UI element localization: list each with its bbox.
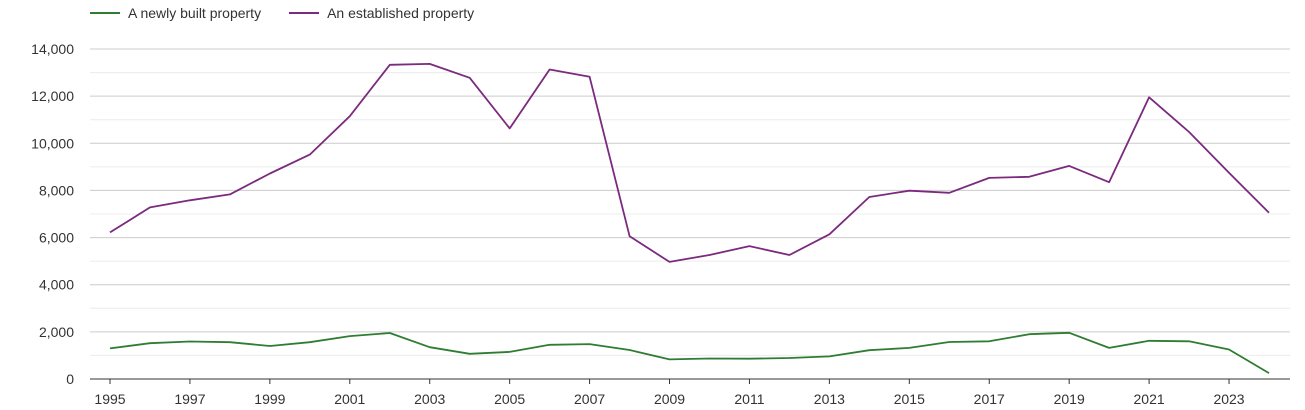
- legend-item-established[interactable]: An established property: [289, 5, 474, 21]
- x-tick-label: 2023: [1213, 391, 1244, 407]
- x-tick-label: 1995: [94, 391, 125, 407]
- x-tick-label: 1997: [174, 391, 205, 407]
- x-tick-label: 2007: [574, 391, 605, 407]
- x-tick-label: 1999: [254, 391, 285, 407]
- legend-swatch-newly-built: [90, 12, 120, 14]
- y-tick-label: 12,000: [31, 88, 74, 104]
- series-line-newly-built: [109, 331, 1270, 374]
- x-tick-label: 2017: [974, 391, 1005, 407]
- legend-label-newly-built: A newly built property: [128, 5, 262, 21]
- x-tick-label: 2001: [334, 391, 365, 407]
- y-tick-label: 14,000: [31, 41, 74, 57]
- x-tick-label: 2009: [654, 391, 685, 407]
- y-tick-label: 8,000: [39, 182, 74, 198]
- x-tick-label: 2021: [1134, 391, 1165, 407]
- legend-label-established: An established property: [327, 5, 475, 21]
- y-tick-label: 0: [66, 371, 74, 387]
- y-tick-label: 6,000: [39, 230, 74, 246]
- x-tick-label: 2003: [414, 391, 445, 407]
- legend-item-newly-built[interactable]: A newly built property: [90, 5, 261, 21]
- x-tick-label: 2011: [734, 391, 764, 407]
- x-tick-label: 2019: [1054, 391, 1085, 407]
- series-line-established: [109, 63, 1270, 263]
- chart-legend: A newly built property An established pr…: [90, 5, 474, 21]
- x-tick-label: 2013: [814, 391, 845, 407]
- y-tick-label: 4,000: [39, 277, 74, 293]
- legend-swatch-established: [289, 12, 320, 14]
- x-tick-label: 2015: [894, 391, 925, 407]
- y-tick-label: 10,000: [31, 135, 74, 151]
- y-tick-label: 2,000: [39, 324, 74, 340]
- x-tick-label: 2005: [494, 391, 525, 407]
